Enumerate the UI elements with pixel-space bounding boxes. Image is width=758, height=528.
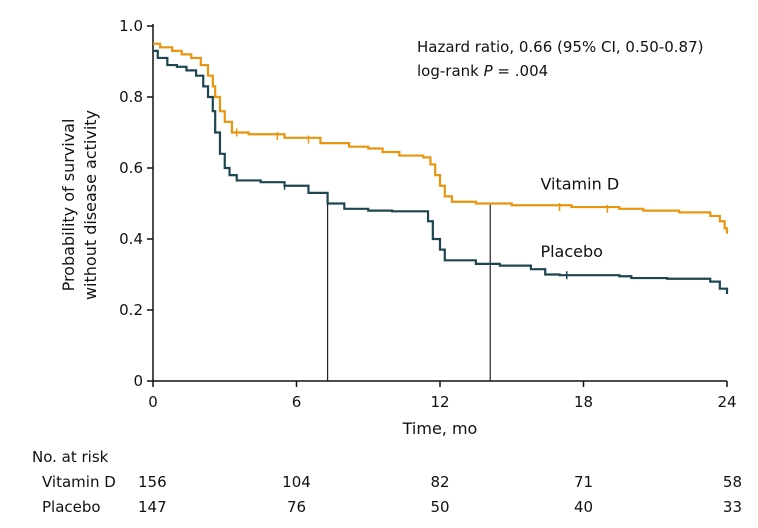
risk-row-label-vitamin-d: Vitamin D	[42, 473, 116, 491]
risk-value-placebo: 147	[138, 498, 167, 516]
y-tick-label: 0.8	[119, 88, 143, 106]
log-rank-suffix: = .004	[493, 62, 549, 80]
y-tick-label: 1.0	[119, 17, 143, 35]
risk-row-label-placebo: Placebo	[42, 498, 101, 516]
y-axis-label-line2: without disease activity	[81, 110, 100, 300]
risk-value-vitamin-d: 58	[723, 473, 742, 491]
risk-value-vitamin-d: 104	[282, 473, 311, 491]
hazard-ratio-text: Hazard ratio, 0.66 (95% CI, 0.50-0.87)	[417, 38, 703, 56]
risk-value-vitamin-d: 156	[138, 473, 167, 491]
x-axis-label: Time, mo	[402, 419, 478, 438]
risk-value-placebo: 50	[430, 498, 449, 516]
risk-value-placebo: 76	[287, 498, 306, 516]
x-tick-label: 6	[292, 393, 302, 411]
series-label-placebo: Placebo	[540, 242, 602, 261]
y-tick-label: 0.6	[119, 159, 143, 177]
risk-value-vitamin-d: 82	[430, 473, 449, 491]
x-tick-label: 18	[574, 393, 593, 411]
x-tick-label: 12	[430, 393, 449, 411]
y-tick-label: 0	[133, 372, 143, 390]
risk-value-placebo: 40	[574, 498, 593, 516]
risk-value-placebo: 33	[723, 498, 742, 516]
curve-placebo	[153, 49, 729, 295]
series-label-vitamin-d: Vitamin D	[540, 174, 619, 193]
y-tick-label: 0.4	[119, 230, 143, 248]
y-axis-label-line1: Probability of survival	[59, 119, 78, 292]
y-tick-label: 0.2	[119, 301, 143, 319]
risk-value-vitamin-d: 71	[574, 473, 593, 491]
risk-table-header: No. at risk	[32, 448, 109, 466]
x-tick-label: 0	[148, 393, 158, 411]
log-rank-prefix: log-rank	[417, 62, 484, 80]
x-tick-label: 24	[717, 393, 736, 411]
curve-vitamin-d	[153, 42, 729, 234]
log-rank-text: log-rank P = .004	[417, 62, 548, 80]
log-rank-p: P	[484, 62, 494, 80]
